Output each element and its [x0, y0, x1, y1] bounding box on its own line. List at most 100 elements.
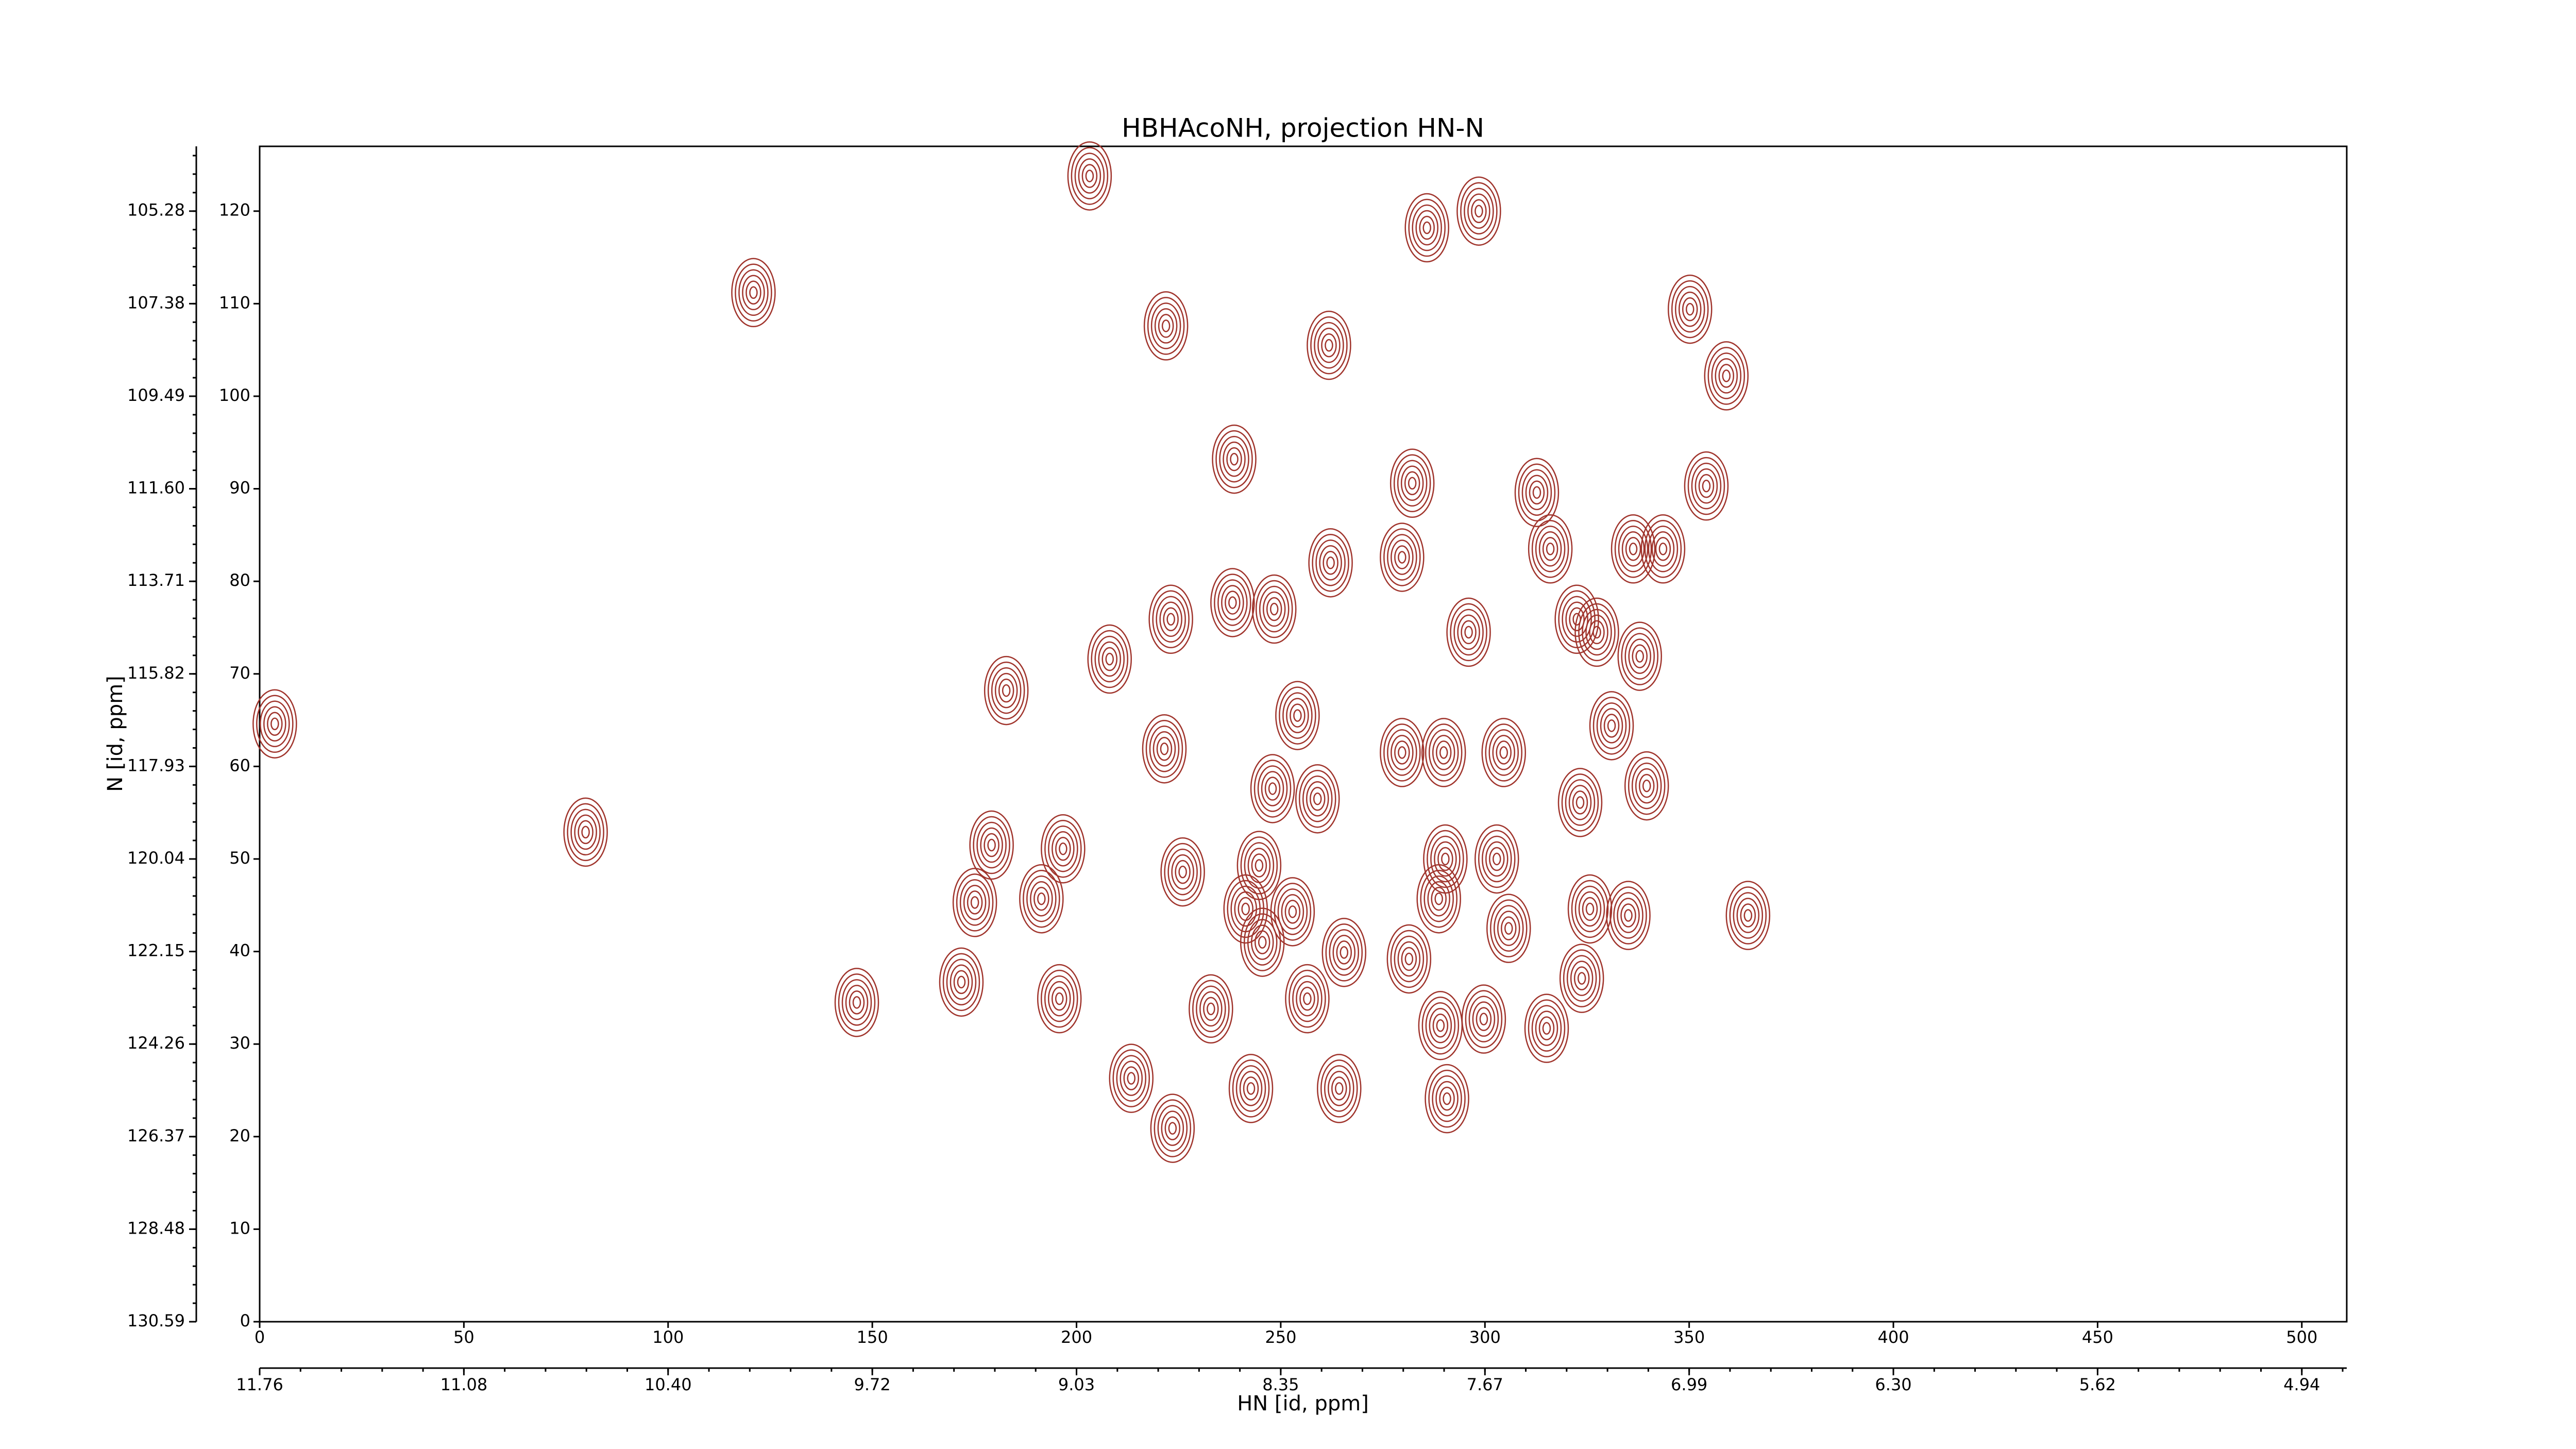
peak	[1423, 824, 1468, 894]
peak	[1421, 718, 1466, 787]
contour-ring	[1286, 698, 1309, 733]
peak	[1321, 918, 1367, 987]
contour-ring	[1290, 703, 1306, 728]
ppm-x-tick-label: 9.72	[854, 1375, 891, 1394]
peak	[1524, 993, 1569, 1063]
contour-ring	[1331, 1076, 1347, 1101]
contour-ring	[1323, 550, 1338, 575]
peak	[952, 868, 997, 937]
contour-ring	[1120, 1060, 1143, 1096]
contour-ring	[1293, 709, 1302, 722]
peak	[1210, 568, 1255, 637]
contour-ring	[1282, 692, 1313, 739]
contour-ring	[1041, 814, 1086, 884]
contour-ring	[1589, 620, 1605, 645]
contour-ring	[1715, 358, 1738, 394]
peak	[731, 258, 776, 328]
contour-ring	[1055, 836, 1071, 861]
contour-ring	[1298, 769, 1336, 828]
contour-ring	[1251, 574, 1297, 644]
y-tick-label: 110	[219, 293, 250, 312]
contour-ring	[1052, 831, 1075, 867]
contour-ring	[1383, 723, 1421, 782]
peak	[1143, 291, 1189, 361]
contour-ring	[1431, 886, 1447, 911]
peak	[1624, 751, 1669, 821]
contour-ring	[1621, 627, 1658, 685]
peak	[252, 689, 297, 759]
contour-ring	[570, 808, 601, 856]
x-tick-label: 100	[652, 1327, 684, 1347]
contour-ring	[1163, 607, 1179, 632]
contour-ring	[1435, 1081, 1459, 1117]
contour-ring	[1425, 723, 1463, 782]
peak	[1514, 458, 1560, 527]
peak	[1704, 341, 1749, 411]
contour-ring	[1421, 997, 1460, 1055]
y-tick-label: 0	[240, 1311, 250, 1330]
ppm-x-tick-label: 8.35	[1262, 1375, 1299, 1394]
contour-ring	[1707, 347, 1745, 405]
contour-ring	[1740, 903, 1756, 928]
contour-ring	[1475, 824, 1519, 894]
contour-ring	[1317, 1054, 1362, 1123]
ppm-x-tick-label: 5.62	[2079, 1375, 2116, 1394]
contour-ring	[1514, 458, 1560, 527]
peak	[1418, 991, 1463, 1060]
contour-ring	[1277, 888, 1308, 935]
contour-ring	[984, 655, 1029, 726]
contour-ring	[952, 868, 997, 937]
peak	[1416, 864, 1461, 934]
ppm-y-tick-label: 122.15	[127, 941, 185, 961]
contour-ring	[1319, 545, 1342, 581]
contour-ring	[1461, 984, 1506, 1054]
contour-ring	[1617, 898, 1640, 933]
contour-ring	[1525, 475, 1549, 510]
contour-ring	[1175, 860, 1191, 884]
contour-ring	[1143, 291, 1189, 361]
peak	[563, 797, 608, 867]
contour-ring	[1306, 781, 1329, 817]
contour-ring	[1391, 735, 1414, 770]
contour-ring	[1481, 718, 1526, 787]
contour-ring	[1578, 891, 1602, 927]
contour-ring	[1335, 1082, 1344, 1095]
contour-ring	[1192, 980, 1230, 1038]
contour-ring	[1243, 1076, 1259, 1101]
peak	[1148, 584, 1193, 654]
contour-ring	[1262, 591, 1286, 627]
peak	[1559, 943, 1604, 1013]
contour-ring	[1671, 280, 1709, 339]
ppm-y-tick-label: 126.37	[127, 1126, 185, 1145]
contour-ring	[1153, 731, 1176, 767]
peak	[1041, 814, 1086, 884]
contour-ring	[1524, 993, 1569, 1063]
contour-ring	[1156, 736, 1173, 761]
contour-ring	[1733, 892, 1764, 939]
contour-ring	[1314, 322, 1344, 369]
peak	[1461, 984, 1506, 1054]
contour-ring	[1611, 514, 1656, 584]
peak	[1567, 874, 1613, 944]
contour-ring	[1232, 1059, 1270, 1118]
y-tick-label: 40	[229, 941, 250, 961]
contour-ring	[1628, 638, 1651, 674]
ppm-x-tick-label: 4.94	[2283, 1375, 2320, 1394]
contour-ring	[1329, 929, 1360, 976]
peak	[1109, 1043, 1154, 1113]
contour-ring	[1266, 597, 1282, 621]
contour-ring	[1532, 486, 1541, 499]
contour-ring	[1261, 771, 1284, 806]
contour-ring	[1427, 830, 1464, 888]
contour-ring	[1094, 635, 1125, 683]
peak	[1557, 768, 1603, 837]
contour-ring	[1219, 435, 1249, 483]
contour-ring	[1632, 644, 1648, 668]
contour-ring	[1592, 626, 1601, 639]
contour-ring	[1087, 624, 1132, 694]
contour-ring	[1044, 975, 1075, 1022]
contour-ring	[1390, 930, 1428, 988]
contour-ring	[1230, 452, 1239, 466]
contour-ring	[1389, 448, 1435, 518]
contour-ring	[987, 661, 1025, 720]
